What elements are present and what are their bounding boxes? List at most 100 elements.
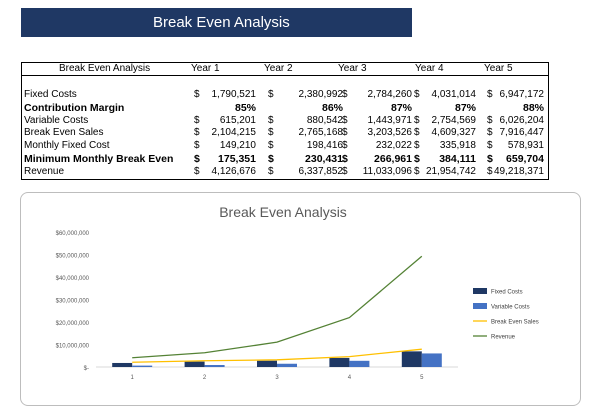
row-value-year-5: 88% (522, 101, 544, 114)
currency-symbol: $ (194, 127, 200, 139)
row-value-year-4: 2,754,569 (431, 114, 477, 126)
currency-symbol: $ (268, 140, 274, 152)
currency-symbol: $ (414, 89, 420, 100)
table-row: Break Even Sales $2,104,215 $2,765,168 $3,2… (22, 127, 548, 140)
row-value-year-3: 2,784,260 (367, 89, 413, 100)
currency-symbol: $ (487, 127, 493, 139)
row-value-year-2: 2,380,992 (298, 89, 344, 100)
row-value-year-2: 2,765,168 (298, 127, 344, 139)
page-title: Break Even Analysis (153, 14, 290, 31)
currency-symbol: $ (487, 89, 493, 100)
row-value-year-1: 85% (234, 101, 256, 114)
table-row: Contribution Margin 85% 86% 87% 87% 88% (22, 102, 548, 115)
bar-fixed-costs (401, 351, 422, 367)
row-label: Minimum Monthly Break Even (24, 152, 174, 165)
y-tick-label: $- (84, 366, 89, 372)
row-value-year-3: 266,961 (374, 152, 412, 165)
currency-symbol: $ (194, 140, 200, 152)
currency-symbol: $ (194, 165, 200, 177)
row-value-year-5: 6,947,172 (499, 89, 545, 100)
y-tick-label: $30,000,000 (56, 299, 90, 305)
table-header-row: Break Even Analysis Year 1 Year 2 Year 3… (22, 63, 548, 76)
currency-symbol: $ (268, 114, 274, 126)
x-tick-label: 3 (275, 375, 279, 381)
row-value-year-4: 4,031,014 (431, 89, 477, 100)
currency-symbol: $ (414, 114, 420, 126)
currency-symbol: $ (487, 140, 493, 152)
row-value-year-2: 230,431 (305, 152, 343, 165)
chart-title: Break Even Analysis (219, 204, 347, 220)
row-value-year-5: 578,931 (507, 140, 544, 152)
chart-panel: Break Even Analysis $60,000,000 $50,000,00… (20, 192, 581, 406)
currency-symbol: $ (342, 152, 348, 165)
row-value-year-3: 11,033,096 (362, 165, 412, 177)
legend-label: Fixed Costs (491, 290, 523, 296)
line-revenue (132, 255, 423, 359)
row-value-year-3: 1,443,971 (367, 114, 413, 126)
x-tick-label: 1 (131, 375, 135, 381)
row-value-year-1: 1,790,521 (211, 89, 257, 100)
break-even-table: Break Even Analysis Year 1 Year 2 Year 3… (21, 62, 549, 180)
row-value-year-3: 87% (390, 101, 412, 114)
header-year-5: Year 5 (484, 63, 513, 74)
currency-symbol: $ (194, 114, 200, 126)
bar-fixed-costs (112, 362, 133, 367)
currency-symbol: $ (487, 152, 493, 165)
row-value-year-4: 335,918 (439, 140, 476, 152)
row-value-year-5: 6,026,204 (499, 114, 545, 126)
bar-variable-costs (132, 365, 153, 367)
x-tick-label: 4 (348, 375, 352, 381)
row-label: Fixed Costs (24, 89, 77, 100)
currency-symbol: $ (487, 165, 493, 177)
table-row: Variable Costs $615,201 $880,542 $1,443,971… (22, 115, 548, 128)
bar-variable-costs (421, 353, 442, 367)
bar-variable-costs (349, 360, 370, 367)
currency-symbol: $ (414, 152, 420, 165)
currency-symbol: $ (414, 127, 420, 139)
currency-symbol: $ (268, 127, 274, 139)
row-value-year-3: 232,022 (375, 140, 412, 152)
bar-variable-costs (204, 365, 225, 367)
row-value-year-5: 659,704 (506, 152, 544, 165)
row-value-year-4: 21,954,742 (425, 165, 476, 177)
row-label: Monthly Fixed Cost (24, 140, 110, 152)
currency-symbol: $ (268, 165, 274, 177)
bar-fixed-costs (184, 361, 205, 367)
row-value-year-2: 198,416 (306, 140, 343, 152)
line-break-even-sales (132, 348, 422, 363)
row-value-year-2: 880,542 (306, 114, 343, 126)
row-value-year-1: 149,210 (219, 140, 256, 152)
row-label: Break Even Sales (24, 127, 104, 139)
legend-swatch (473, 288, 487, 294)
table-body: Fixed Costs $1,790,521 $2,380,992 $2,784,26… (22, 89, 548, 179)
x-tick-label: 5 (420, 375, 424, 381)
row-value-year-4: 87% (454, 101, 476, 114)
page-title-banner: Break Even Analysis (21, 8, 412, 37)
row-value-year-2: 86% (321, 101, 343, 114)
currency-symbol: $ (194, 89, 200, 100)
currency-symbol: $ (342, 165, 348, 177)
row-value-year-1: 175,351 (218, 152, 256, 165)
header-year-4: Year 4 (415, 63, 444, 74)
bar-variable-costs (277, 363, 297, 367)
row-label: Contribution Margin (24, 101, 125, 114)
currency-symbol: $ (342, 114, 348, 126)
row-value-year-4: 4,609,327 (431, 127, 477, 139)
y-tick-label: $40,000,000 (56, 276, 90, 282)
header-label: Break Even Analysis (59, 63, 151, 74)
y-tick-label: $10,000,000 (56, 344, 90, 350)
currency-symbol: $ (268, 152, 274, 165)
table-row: Fixed Costs $1,790,521 $2,380,992 $2,784,26… (22, 89, 548, 102)
row-value-year-4: 384,111 (439, 152, 476, 165)
table-row: Minimum Monthly Break Even $175,351 $230,4… (22, 153, 548, 166)
row-label: Variable Costs (24, 114, 89, 126)
currency-symbol: $ (342, 140, 348, 152)
row-value-year-5: 7,916,447 (499, 127, 545, 139)
table-row: Monthly Fixed Cost $149,210 $198,416 $232,0… (22, 140, 548, 153)
row-value-year-1: 2,104,215 (211, 127, 257, 139)
header-year-1: Year 1 (191, 63, 220, 74)
x-tick-label: 2 (203, 375, 207, 381)
bar-fixed-costs (329, 357, 350, 367)
legend-label: Break Even Sales (491, 320, 539, 326)
row-value-year-1: 4,126,676 (211, 165, 257, 177)
